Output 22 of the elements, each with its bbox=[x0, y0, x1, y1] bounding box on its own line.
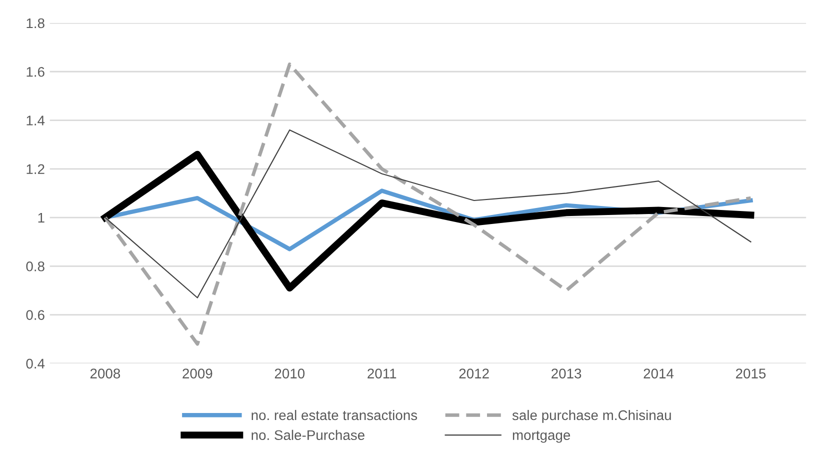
x-tick-label: 2012 bbox=[459, 368, 489, 378]
legend-label: mortgage bbox=[512, 430, 570, 443]
y-tick-label: 1 bbox=[38, 212, 44, 223]
y-tick-label: 1.6 bbox=[26, 66, 44, 77]
legend-label: no. Sale-Purchase bbox=[252, 430, 364, 440]
x-tick-label: 2010 bbox=[274, 368, 305, 378]
line-series bbox=[104, 129, 752, 298]
x-tick-label: 2011 bbox=[368, 368, 396, 378]
x-tick-label: 2009 bbox=[182, 368, 212, 378]
x-tick-label: 2013 bbox=[552, 368, 582, 378]
line-series bbox=[103, 62, 752, 346]
y-tick-label: 1.4 bbox=[26, 116, 45, 126]
y-tick-label: 0.8 bbox=[26, 261, 44, 272]
x-tick-label: 2008 bbox=[90, 368, 120, 378]
legend-label: no. real estate transactions bbox=[252, 410, 418, 420]
y-tick-label: 1.8 bbox=[26, 18, 44, 28]
x-tick-label: 2014 bbox=[644, 368, 674, 378]
x-tick-label: 2015 bbox=[736, 368, 766, 378]
legend-label: sale purchase m.Chisinau bbox=[512, 410, 671, 423]
y-tick-label: 0.4 bbox=[26, 358, 45, 369]
y-tick-label: 0.6 bbox=[26, 310, 44, 320]
y-tick-label: 1.2 bbox=[26, 164, 44, 174]
